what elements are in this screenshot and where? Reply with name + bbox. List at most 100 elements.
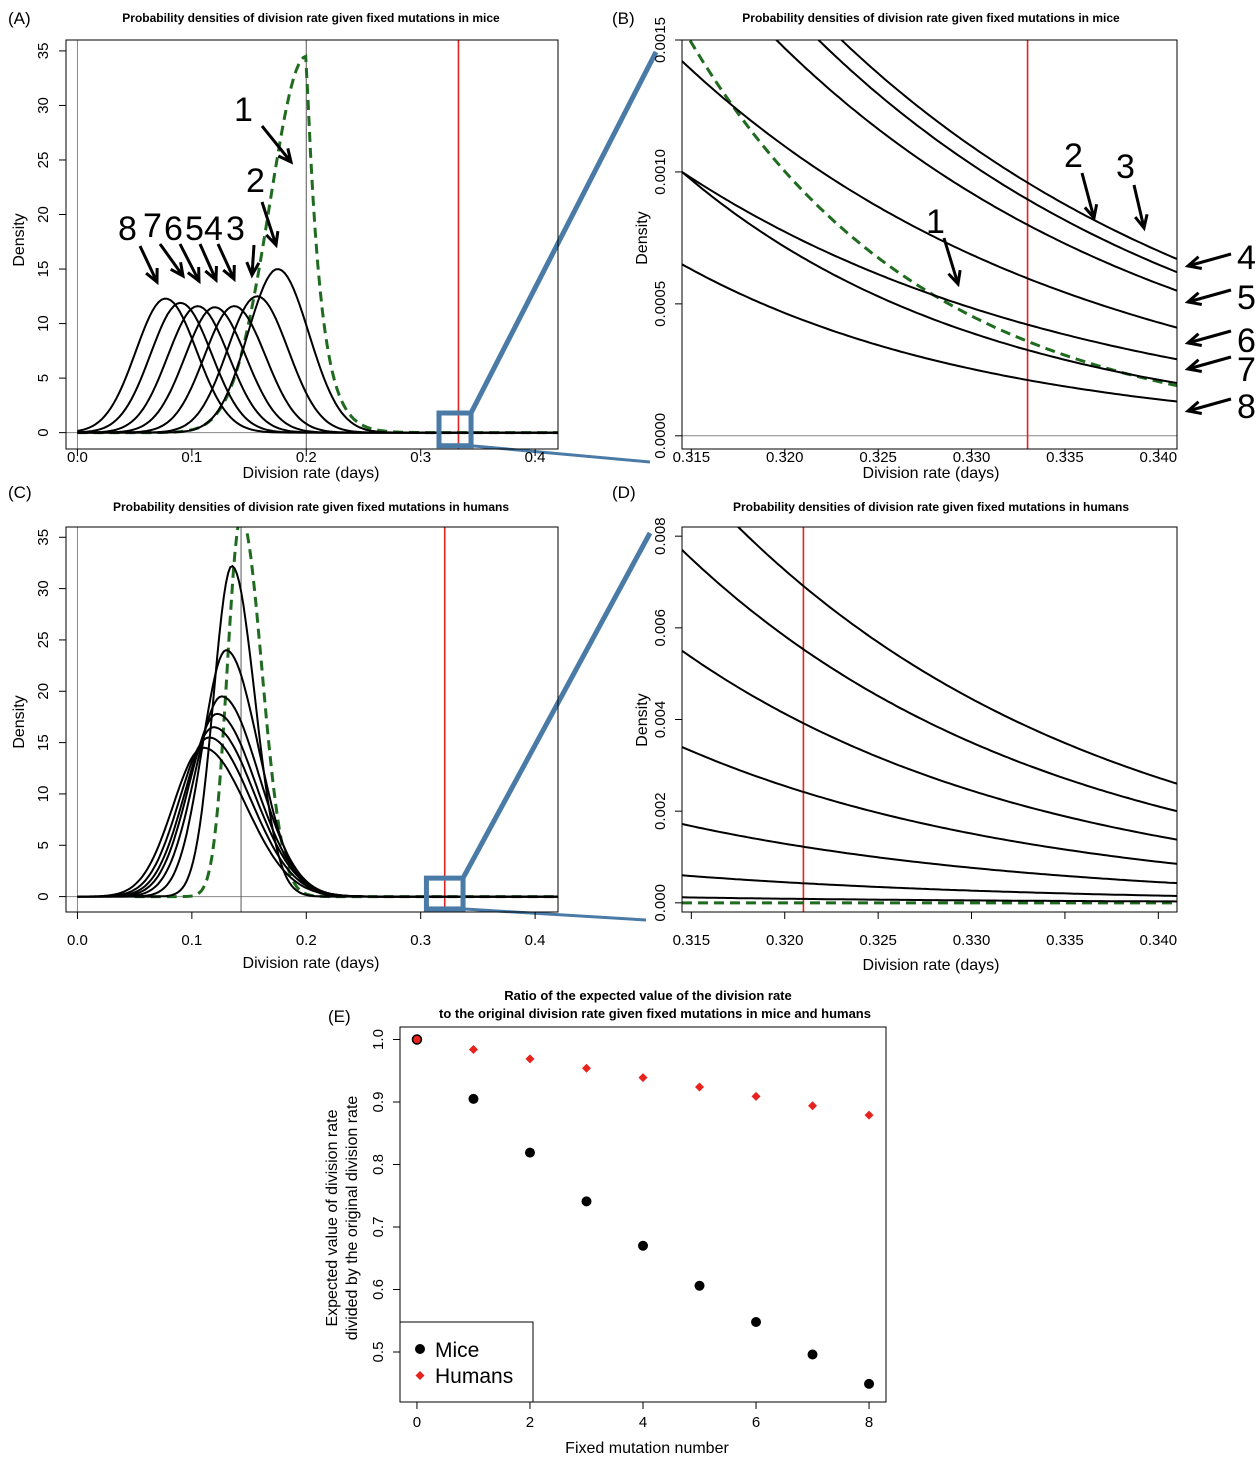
panel-e-xtick-label: 8 bbox=[865, 1414, 873, 1431]
panel-e-xtick-label: 4 bbox=[639, 1414, 647, 1431]
panel-e-legend-marker-humans bbox=[415, 1371, 425, 1380]
panel-c-title: Probability densities of division rate g… bbox=[113, 500, 509, 514]
panel-d-ylabel: Density bbox=[634, 693, 651, 746]
panel-d-title: Probability densities of division rate g… bbox=[733, 500, 1129, 514]
panel-c-curve-2 bbox=[77, 564, 558, 898]
panel-b-xlabel: Division rate (days) bbox=[863, 465, 1000, 482]
panel-b-callout-3: 3 bbox=[1116, 148, 1135, 186]
panel-a-callout-1: 1 bbox=[234, 91, 253, 129]
panel-e-xlabel: Fixed mutation number bbox=[565, 1440, 729, 1457]
panel-a-callout-3: 3 bbox=[226, 210, 245, 248]
panel-a-ytick-label: 10 bbox=[35, 315, 52, 332]
panel-b-ytick-label: 0.0015 bbox=[652, 17, 669, 63]
panel-d-curve-3 bbox=[682, 549, 1177, 813]
panel-a-ytick-label: 15 bbox=[35, 261, 52, 278]
panel-b-xtick-label: 0.330 bbox=[953, 449, 991, 466]
panel-a-xtick-label: 0.2 bbox=[296, 449, 317, 466]
panel-d-xtick-label: 0.335 bbox=[1046, 932, 1084, 949]
panel-b-callout-4: 4 bbox=[1237, 239, 1256, 277]
panel-a-callout-6: 6 bbox=[164, 210, 183, 248]
panel-e-point-humans bbox=[525, 1054, 535, 1064]
panel-d-series bbox=[682, 527, 1177, 912]
panel-d-ytick-label: 0.006 bbox=[652, 609, 669, 647]
panel-c: (C) Probability densities of division ra… bbox=[8, 483, 559, 972]
panel-c-curve-5 bbox=[77, 712, 558, 898]
panel-c-curve-3 bbox=[77, 649, 558, 898]
panel-e-point-humans bbox=[808, 1101, 818, 1111]
panel-b-ytick-label: 0.0010 bbox=[652, 149, 669, 195]
panel-a-callout-8: 8 bbox=[118, 210, 137, 248]
panel-e-point-mice bbox=[638, 1240, 648, 1251]
panel-e-plot: 0 2 4 6 8 0.5 0.6 0.7 0.8 0.9 1.0 Mice Humans bbox=[370, 1026, 887, 1431]
panel-e-ytick-label: 0.9 bbox=[370, 1092, 387, 1113]
panel-a-callout-arrow bbox=[260, 125, 294, 165]
panel-b-xtick-label: 0.335 bbox=[1046, 449, 1084, 466]
panel-e-point-mice bbox=[581, 1196, 592, 1207]
panel-a-callout-arrow bbox=[216, 243, 236, 283]
panel-label-a: (A) bbox=[8, 9, 31, 28]
panel-c-ytick-label: 30 bbox=[35, 580, 52, 597]
panel-e-ytick-label: 1.0 bbox=[370, 1029, 387, 1050]
panel-e-point-humans bbox=[864, 1110, 874, 1120]
panel-e-ylabel-line-2: divided by the original division rate bbox=[344, 1096, 361, 1341]
panel-e-xtick-label: 0 bbox=[413, 1414, 421, 1431]
panel-b-ytick-label: 0.0000 bbox=[652, 413, 669, 459]
panel-c-curve-7 bbox=[77, 736, 558, 898]
panel-a-xtick-label: 0.0 bbox=[67, 449, 88, 466]
panel-d-xtick-label: 0.315 bbox=[673, 932, 711, 949]
panel-a-callout-2: 2 bbox=[246, 162, 265, 200]
panel-b-callout-8: 8 bbox=[1237, 388, 1256, 426]
panel-b-plot: 0.315 0.320 0.325 0.330 0.335 0.340 0.0000 0.00… bbox=[652, 17, 1256, 466]
panel-d-xlabel: Division rate (days) bbox=[863, 957, 1000, 974]
panel-a-callout-7: 7 bbox=[143, 207, 162, 245]
panel-e-point-mice bbox=[807, 1349, 818, 1360]
panel-a-callout-arrow bbox=[178, 243, 201, 285]
panel-a-xtick-label: 0.1 bbox=[181, 449, 202, 466]
panel-a-plot-frame bbox=[65, 39, 559, 450]
panel-d-curve-4 bbox=[682, 649, 1177, 841]
panel-b-ytick-label: 0.0005 bbox=[652, 281, 669, 327]
zoom-connector-lower bbox=[462, 907, 647, 922]
panel-a-ytick-label: 35 bbox=[35, 43, 52, 60]
panel-e-point-mice bbox=[694, 1280, 705, 1291]
panel-b-callout-arrow bbox=[1184, 355, 1232, 373]
panel-c-ytick-label: 35 bbox=[35, 529, 52, 546]
panel-e-point-mice bbox=[751, 1317, 762, 1327]
panel-label-d: (D) bbox=[612, 483, 636, 502]
panel-a-callout-arrow bbox=[260, 201, 280, 249]
panel-c-curve-8 bbox=[77, 746, 558, 898]
zoom-connectors bbox=[460, 50, 659, 922]
panel-b-callout-arrow bbox=[1132, 184, 1149, 232]
panel-d: (D) Probability densities of division ra… bbox=[612, 483, 1178, 974]
panel-b: (B) Probability densities of division ra… bbox=[612, 9, 1256, 482]
panel-b-callout-arrow bbox=[1184, 329, 1232, 347]
panel-b-xtick-label: 0.325 bbox=[859, 449, 897, 466]
panel-a-callout-arrow bbox=[158, 243, 186, 279]
panel-c-xtick-label: 0.1 bbox=[181, 932, 202, 949]
panel-a-callout-5: 5 bbox=[185, 210, 204, 248]
panel-b-curve-4 bbox=[774, 40, 1177, 292]
panel-d-curve-5 bbox=[682, 746, 1177, 865]
panel-e-point-humans bbox=[581, 1063, 591, 1073]
panel-a-xtick-label: 0.3 bbox=[410, 449, 431, 466]
panel-e-point-humans bbox=[468, 1045, 478, 1054]
panel-e-ytick-label: 0.7 bbox=[370, 1217, 387, 1238]
panel-d-xtick-label: 0.325 bbox=[859, 932, 897, 949]
panel-a-title: Probability densities of division rate g… bbox=[122, 11, 500, 25]
panel-b-curve-7 bbox=[682, 171, 1177, 384]
panel-e-legend-label-mice: Mice bbox=[435, 1339, 479, 1362]
panel-b-curve-5 bbox=[682, 60, 1177, 329]
panel-e-legend-marker-mice bbox=[415, 1344, 425, 1354]
panel-d-xtick-label: 0.320 bbox=[766, 932, 804, 949]
panel-a-ytick-label: 5 bbox=[35, 374, 52, 382]
panel-d-curve-8 bbox=[682, 896, 1177, 903]
panel-a-ytick-label: 25 bbox=[35, 152, 52, 169]
panel-label-b: (B) bbox=[612, 9, 635, 28]
panel-b-callout-arrow bbox=[1184, 252, 1232, 270]
panel-a-callout-arrow bbox=[198, 243, 218, 284]
panel-d-curve-7 bbox=[682, 874, 1177, 897]
panel-b-callout-6: 6 bbox=[1237, 322, 1256, 360]
zoom-connector-upper bbox=[468, 50, 659, 415]
panel-e-ylabel-line-1: Expected value of division rate bbox=[324, 1109, 341, 1326]
panel-b-callout-arrow bbox=[1080, 172, 1099, 222]
